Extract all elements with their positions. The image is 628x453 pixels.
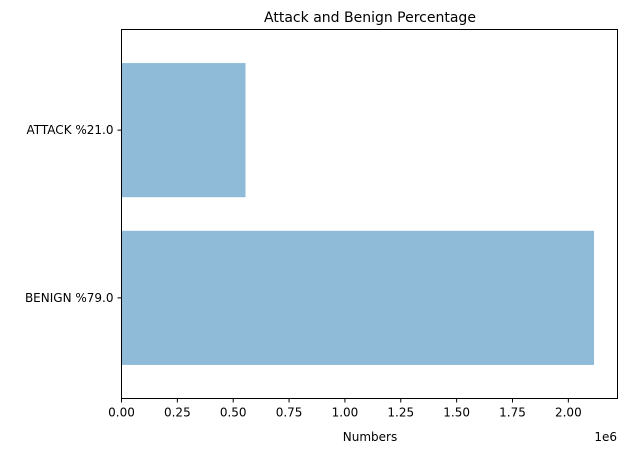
bar-0 — [121, 63, 246, 198]
x-axis-ticks: 0.00 0.25 0.50 0.75 1.00 1.25 1.50 1.75 2.00 — [108, 398, 582, 420]
x-tick-label-8: 2.00 — [555, 406, 582, 420]
x-tick-label-2: 0.50 — [220, 406, 247, 420]
y-tick-label-0: ATTACK %21.0 — [27, 123, 114, 137]
x-tick-label-0: 0.00 — [108, 406, 135, 420]
chart-title: Attack and Benign Percentage — [264, 10, 476, 26]
y-axis-ticks: ATTACK %21.0 BENIGN %79.0 — [25, 123, 122, 305]
x-offset-label: 1e6 — [594, 430, 617, 444]
x-tick-label-7: 1.75 — [499, 406, 526, 420]
bars-group — [121, 63, 595, 365]
x-tick-label-6: 1.50 — [443, 406, 470, 420]
bar-1 — [121, 230, 595, 365]
plot-frame — [121, 29, 618, 399]
x-tick-label-5: 1.25 — [387, 406, 414, 420]
y-tick-label-1: BENIGN %79.0 — [25, 291, 114, 305]
x-tick-label-1: 0.25 — [164, 406, 191, 420]
x-tick-label-4: 1.00 — [332, 406, 359, 420]
x-tick-label-3: 0.75 — [276, 406, 303, 420]
x-axis-label: Numbers — [343, 430, 397, 444]
